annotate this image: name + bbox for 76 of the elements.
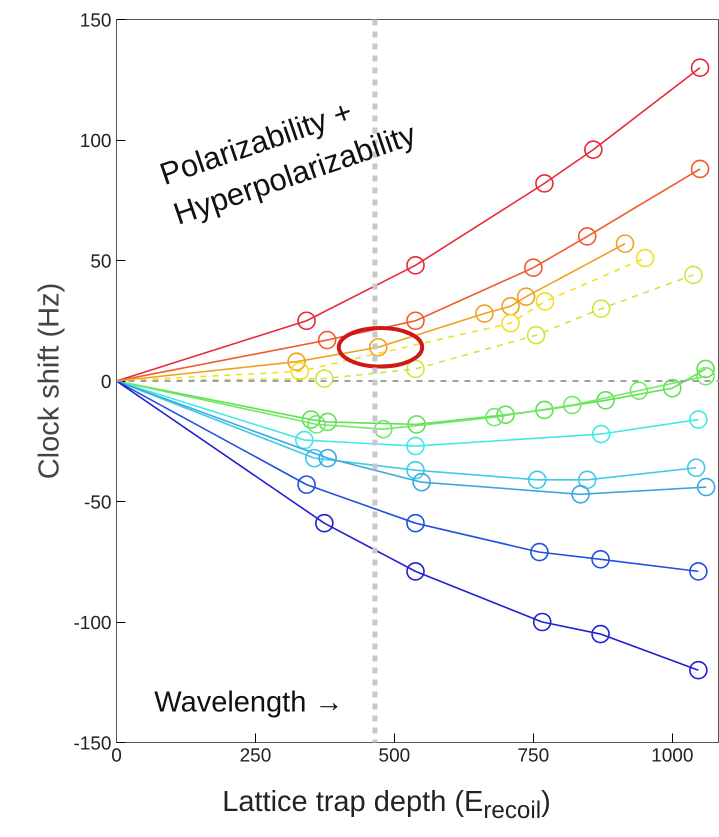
- point: [315, 369, 334, 388]
- point: [696, 360, 715, 378]
- point: [307, 415, 326, 434]
- point: [297, 311, 316, 330]
- point: [689, 562, 708, 581]
- point: [516, 287, 536, 306]
- point: [662, 378, 682, 398]
- point: [412, 472, 431, 492]
- point: [571, 484, 590, 504]
- point: [532, 612, 552, 632]
- point: [696, 478, 716, 496]
- point: [528, 470, 547, 490]
- point: [596, 390, 615, 410]
- y-tick-label: -100: [73, 613, 112, 634]
- point: [318, 448, 337, 468]
- point: [485, 408, 504, 426]
- point: [684, 266, 703, 284]
- y-tick-label: 50: [90, 252, 112, 272]
- point: [302, 410, 320, 429]
- point: [530, 542, 549, 562]
- point: [287, 352, 306, 372]
- y-tick-label: 150: [80, 10, 112, 32]
- point: [630, 381, 648, 400]
- point: [305, 448, 324, 468]
- y-tick-label: 0: [100, 372, 112, 393]
- point: [592, 299, 610, 318]
- point: [406, 360, 425, 378]
- point: [374, 420, 393, 438]
- point: [584, 140, 603, 159]
- point: [407, 415, 426, 434]
- point: [592, 424, 610, 444]
- point: [696, 366, 715, 386]
- point: [290, 362, 310, 381]
- x-axis-title: Lattice trap depth (E$_{recoil}$): [222, 785, 551, 826]
- point: [295, 430, 314, 450]
- point: [578, 470, 597, 490]
- x-tick-label: 750: [517, 746, 550, 766]
- point: [591, 550, 610, 569]
- point: [535, 174, 554, 193]
- point: [578, 227, 597, 246]
- point: [690, 58, 710, 77]
- point: [406, 460, 425, 480]
- point: [406, 436, 425, 456]
- point: [368, 338, 388, 357]
- point: [297, 475, 316, 494]
- annotation: Wavelength →: [154, 686, 344, 718]
- point: [689, 660, 708, 680]
- point: [406, 311, 425, 330]
- point: [501, 297, 520, 316]
- point: [406, 256, 425, 275]
- point: [690, 160, 710, 178]
- x-tick-label: 1000: [651, 746, 694, 766]
- point: [562, 396, 582, 414]
- point: [686, 458, 706, 478]
- point: [318, 412, 337, 432]
- point: [689, 410, 708, 429]
- x-tick-label: 500: [378, 746, 410, 766]
- y-tick-label: -150: [73, 734, 112, 754]
- point: [636, 248, 654, 268]
- point: [535, 400, 554, 420]
- point: [406, 562, 425, 581]
- y-tick-label: 100: [80, 131, 112, 152]
- point: [526, 326, 546, 344]
- point: [475, 304, 494, 323]
- point: [501, 314, 520, 332]
- point: [315, 514, 334, 532]
- point: [406, 514, 425, 532]
- point: [616, 234, 634, 253]
- point: [524, 258, 543, 278]
- x-tick-label: 250: [240, 746, 272, 766]
- point: [318, 330, 336, 350]
- point: [536, 292, 554, 311]
- point: [591, 624, 610, 644]
- y-axis-title: Clock shift (Hz): [33, 282, 66, 480]
- y-tick-label: -50: [84, 492, 112, 514]
- point: [496, 405, 515, 424]
